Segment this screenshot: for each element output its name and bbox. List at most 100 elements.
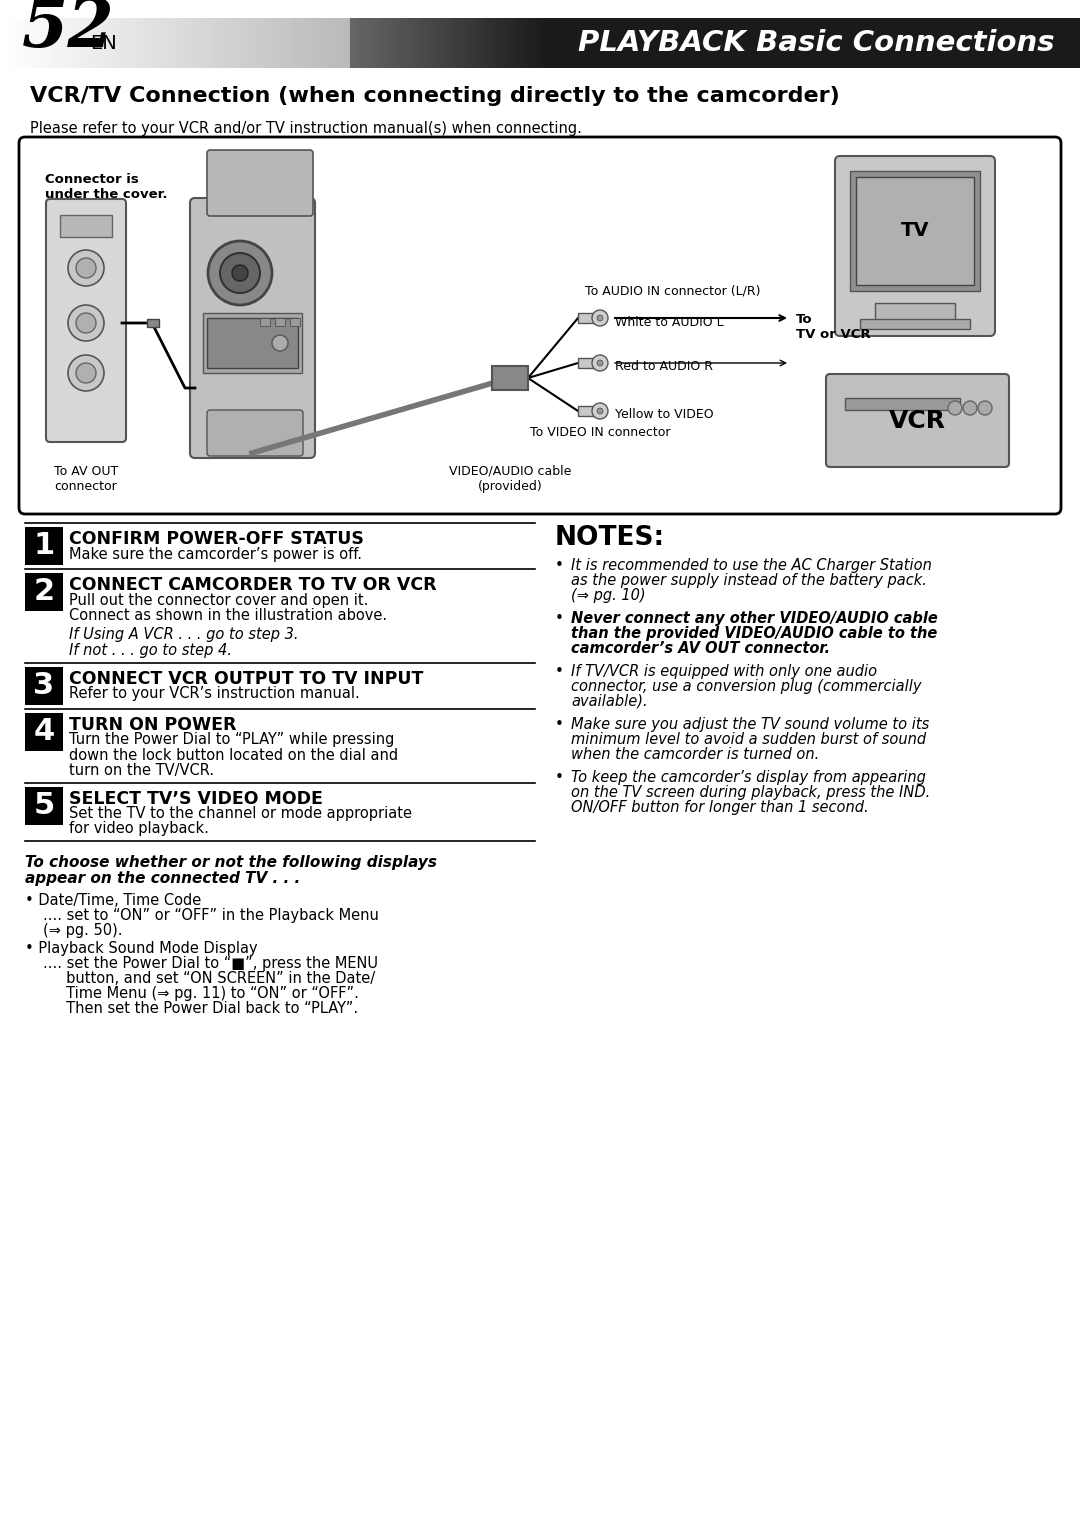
- Circle shape: [68, 356, 104, 391]
- Bar: [856, 176, 974, 285]
- Text: (⇒ pg. 10): (⇒ pg. 10): [571, 589, 646, 602]
- Bar: [860, 319, 970, 330]
- Text: If not . . . go to step 4.: If not . . . go to step 4.: [69, 642, 232, 658]
- Text: To AUDIO IN connector (L/R): To AUDIO IN connector (L/R): [585, 285, 760, 297]
- Circle shape: [597, 408, 603, 414]
- Circle shape: [232, 265, 248, 281]
- Bar: [850, 172, 980, 291]
- Text: Please refer to your VCR and/or TV instruction manual(s) when connecting.: Please refer to your VCR and/or TV instr…: [30, 121, 582, 136]
- Bar: [578, 359, 596, 368]
- Text: available).: available).: [571, 694, 648, 708]
- Text: 5: 5: [33, 791, 55, 820]
- Text: Yellow to VIDEO: Yellow to VIDEO: [615, 408, 714, 422]
- Text: •: •: [555, 612, 564, 625]
- FancyBboxPatch shape: [207, 409, 303, 455]
- Circle shape: [592, 310, 608, 327]
- Circle shape: [592, 356, 608, 371]
- FancyBboxPatch shape: [826, 374, 1009, 468]
- Bar: [291, 317, 300, 327]
- Circle shape: [68, 305, 104, 340]
- Text: TV: TV: [901, 221, 929, 241]
- Circle shape: [76, 258, 96, 277]
- Text: appear on the connected TV . . .: appear on the connected TV . . .: [25, 871, 300, 886]
- Circle shape: [597, 360, 603, 366]
- Text: VCR: VCR: [889, 408, 946, 432]
- FancyBboxPatch shape: [835, 156, 995, 336]
- Text: Connector is
under the cover.: Connector is under the cover.: [45, 173, 167, 201]
- Text: Pull out the connector cover and open it.: Pull out the connector cover and open it…: [69, 592, 368, 607]
- Text: (⇒ pg. 50).: (⇒ pg. 50).: [43, 923, 122, 938]
- Circle shape: [597, 314, 603, 320]
- Text: TURN ON POWER: TURN ON POWER: [69, 716, 237, 733]
- Text: turn on the TV/VCR.: turn on the TV/VCR.: [69, 763, 214, 779]
- Text: when the camcorder is turned on.: when the camcorder is turned on.: [571, 747, 820, 762]
- Bar: [207, 317, 298, 368]
- Bar: [60, 215, 112, 238]
- FancyBboxPatch shape: [46, 199, 126, 442]
- Circle shape: [592, 403, 608, 419]
- Text: If Using A VCR . . . go to step 3.: If Using A VCR . . . go to step 3.: [69, 627, 298, 642]
- Bar: [845, 399, 960, 409]
- Text: •: •: [555, 717, 564, 731]
- Text: for video playback.: for video playback.: [69, 822, 208, 837]
- Bar: [578, 313, 596, 323]
- Bar: [147, 319, 159, 327]
- Text: NOTES:: NOTES:: [555, 524, 665, 550]
- Bar: [25, 667, 63, 705]
- Text: Refer to your VCR’s instruction manual.: Refer to your VCR’s instruction manual.: [69, 685, 360, 701]
- Text: White to AUDIO L: White to AUDIO L: [615, 316, 724, 328]
- Text: If TV/VCR is equipped with only one audio: If TV/VCR is equipped with only one audi…: [571, 664, 877, 679]
- Text: To keep the camcorder’s display from appearing: To keep the camcorder’s display from app…: [571, 770, 926, 785]
- FancyBboxPatch shape: [207, 150, 313, 216]
- Bar: [260, 317, 270, 327]
- Text: CONNECT CAMCORDER TO TV OR VCR: CONNECT CAMCORDER TO TV OR VCR: [69, 576, 436, 593]
- Bar: [25, 573, 63, 612]
- Text: • Playback Sound Mode Display: • Playback Sound Mode Display: [25, 941, 258, 957]
- Text: camcorder’s AV OUT connector.: camcorder’s AV OUT connector.: [571, 641, 831, 656]
- Text: Set the TV to the channel or mode appropriate: Set the TV to the channel or mode approp…: [69, 806, 411, 822]
- Circle shape: [208, 241, 272, 305]
- Bar: [25, 527, 63, 566]
- Text: CONNECT VCR OUTPUT TO TV INPUT: CONNECT VCR OUTPUT TO TV INPUT: [69, 670, 423, 687]
- FancyBboxPatch shape: [19, 136, 1061, 514]
- Bar: [550, 18, 1080, 67]
- Text: EN: EN: [90, 34, 117, 54]
- Text: Then set the Power Dial back to “PLAY”.: Then set the Power Dial back to “PLAY”.: [43, 1001, 359, 1016]
- Bar: [25, 713, 63, 751]
- Text: Turn the Power Dial to “PLAY” while pressing: Turn the Power Dial to “PLAY” while pres…: [69, 731, 394, 747]
- Circle shape: [76, 313, 96, 333]
- Bar: [25, 786, 63, 825]
- Text: than the provided VIDEO/AUDIO cable to the: than the provided VIDEO/AUDIO cable to t…: [571, 625, 937, 641]
- Circle shape: [272, 336, 288, 351]
- Bar: [578, 406, 596, 415]
- Circle shape: [220, 253, 260, 293]
- Text: To VIDEO IN connector: To VIDEO IN connector: [530, 426, 671, 438]
- Text: SELECT TV’S VIDEO MODE: SELECT TV’S VIDEO MODE: [69, 789, 323, 808]
- Text: To AV OUT
connector: To AV OUT connector: [54, 464, 118, 494]
- Bar: [275, 317, 285, 327]
- Text: ON/OFF button for longer than 1 second.: ON/OFF button for longer than 1 second.: [571, 800, 868, 816]
- Circle shape: [68, 250, 104, 287]
- Text: down the lock button located on the dial and: down the lock button located on the dial…: [69, 748, 399, 762]
- Text: •: •: [555, 770, 564, 785]
- Text: as the power supply instead of the battery pack.: as the power supply instead of the batte…: [571, 573, 927, 589]
- Text: Connect as shown in the illustration above.: Connect as shown in the illustration abo…: [69, 609, 387, 622]
- Text: •: •: [555, 558, 564, 573]
- Text: Make sure you adjust the TV sound volume to its: Make sure you adjust the TV sound volume…: [571, 717, 929, 731]
- Text: 3: 3: [33, 671, 55, 701]
- Text: .... set to “ON” or “OFF” in the Playback Menu: .... set to “ON” or “OFF” in the Playbac…: [43, 908, 379, 923]
- Text: • Date/Time, Time Code: • Date/Time, Time Code: [25, 894, 201, 908]
- Circle shape: [76, 363, 96, 383]
- Text: button, and set “ON SCREEN” in the Date/: button, and set “ON SCREEN” in the Date/: [43, 970, 375, 986]
- Circle shape: [978, 402, 993, 415]
- Text: connector, use a conversion plug (commercially: connector, use a conversion plug (commer…: [571, 679, 921, 694]
- Circle shape: [948, 402, 962, 415]
- Text: VCR/TV Connection (when connecting directly to the camcorder): VCR/TV Connection (when connecting direc…: [30, 86, 840, 106]
- Text: 2: 2: [33, 578, 55, 607]
- FancyBboxPatch shape: [190, 198, 315, 458]
- Bar: [203, 313, 302, 373]
- Text: PLAYBACK Basic Connections: PLAYBACK Basic Connections: [579, 29, 1055, 57]
- Text: Never connect any other VIDEO/AUDIO cable: Never connect any other VIDEO/AUDIO cabl…: [571, 612, 937, 625]
- Text: CONFIRM POWER-OFF STATUS: CONFIRM POWER-OFF STATUS: [69, 530, 364, 547]
- Text: 4: 4: [33, 717, 55, 747]
